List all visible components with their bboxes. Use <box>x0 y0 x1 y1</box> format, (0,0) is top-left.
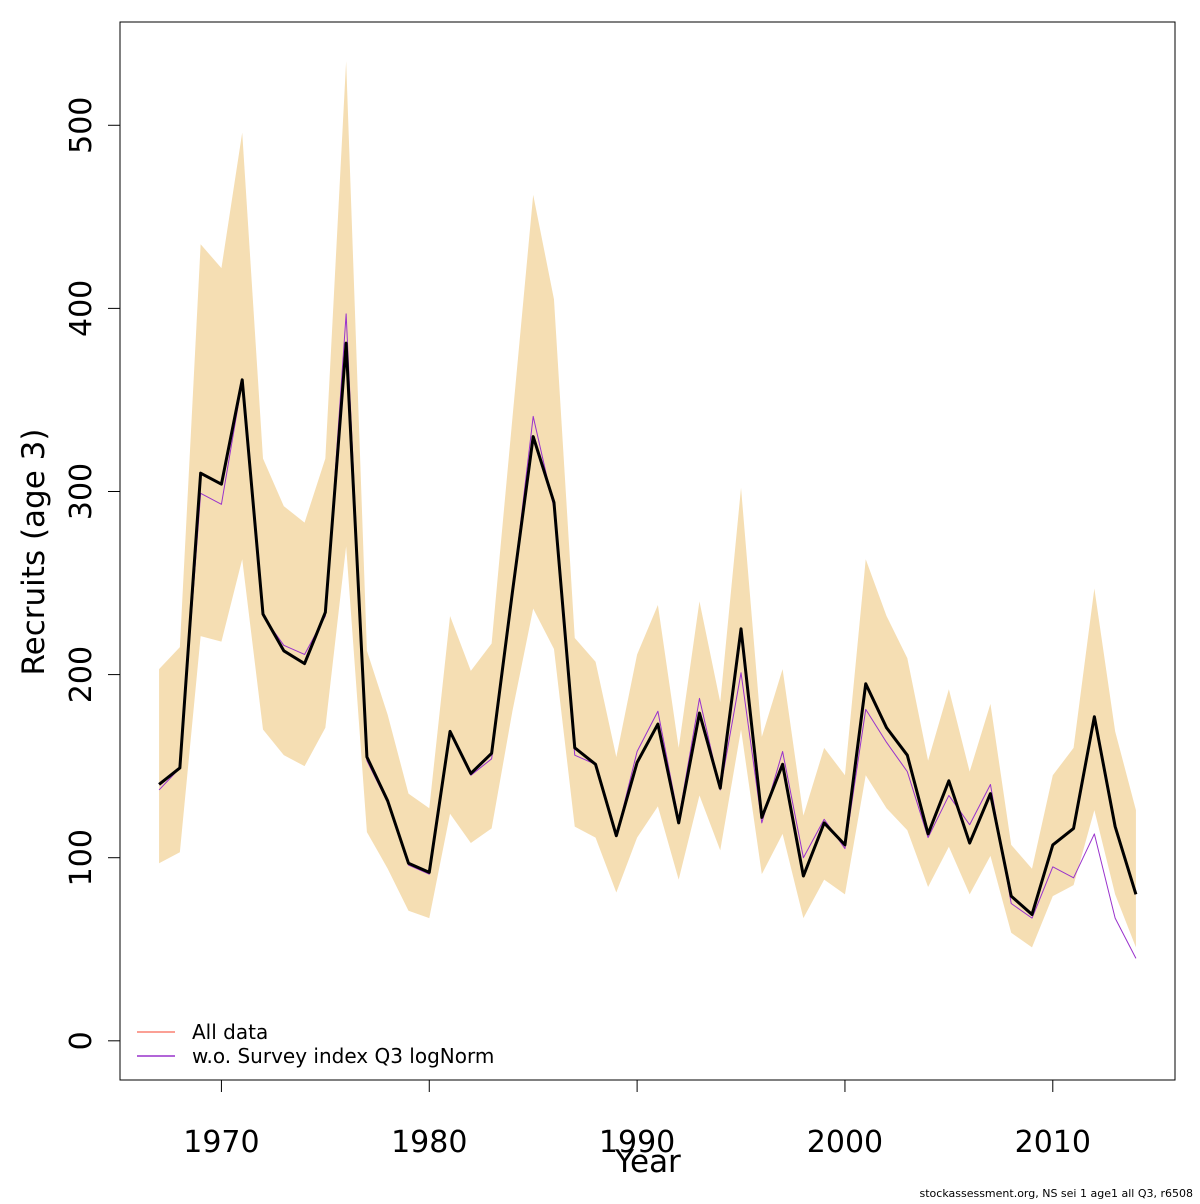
y-tick-label: 200 <box>64 646 99 703</box>
x-tick-label: 1970 <box>183 1125 259 1160</box>
y-axis-label: Recruits (age 3) <box>16 429 52 676</box>
x-axis-label: Year <box>614 1144 681 1180</box>
series-line <box>158 341 1138 916</box>
legend-label: All data <box>192 1020 268 1044</box>
footer: stockassessment.org, NS sei 1 age1 all Q… <box>920 1187 1194 1200</box>
y-tick-label: 0 <box>64 1031 99 1050</box>
legend-label: w.o. Survey index Q3 logNorm <box>192 1044 494 1068</box>
confidence-band <box>159 61 1136 948</box>
y-tick-label: 100 <box>64 829 99 886</box>
y-tick-label: 300 <box>64 463 99 520</box>
x-tick-label: 2000 <box>807 1125 883 1160</box>
x-tick-label: 2010 <box>1015 1125 1091 1160</box>
y-tick-label: 500 <box>64 97 99 154</box>
x-tick-label: 1980 <box>391 1125 467 1160</box>
y-tick-label: 400 <box>64 280 99 337</box>
plot-frame <box>119 21 1176 1081</box>
x-tick-label: 1990 <box>599 1125 675 1160</box>
